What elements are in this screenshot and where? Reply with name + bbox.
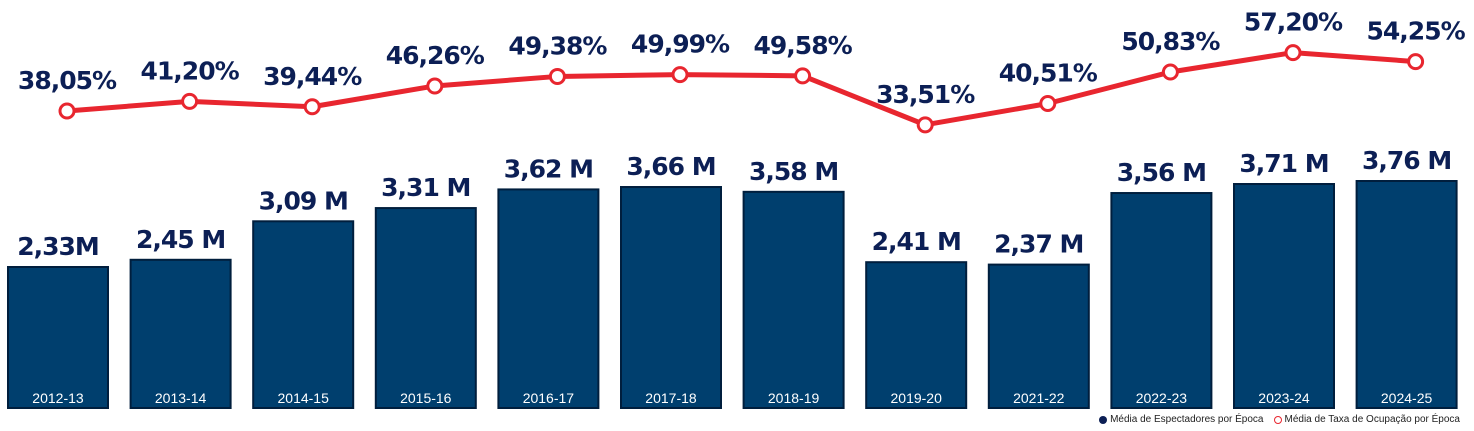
bar-2018-19 <box>742 190 845 409</box>
line-point-2018-19 <box>794 67 812 85</box>
category-label: 2016-17 <box>523 390 575 406</box>
bar-2015-16 <box>374 207 477 409</box>
category-label: 2023-24 <box>1258 390 1310 406</box>
legend-hollow-dot-icon <box>1273 415 1282 424</box>
line-value-label: 50,83% <box>1121 27 1220 56</box>
line-value-label: 40,51% <box>999 58 1098 87</box>
line-value-label: 54,25% <box>1367 17 1466 46</box>
bar-2012-13 <box>7 266 109 409</box>
bar-value-label: 3,71 M <box>1239 149 1328 178</box>
line-value-label: 49,99% <box>631 30 730 59</box>
category-label: 2014-15 <box>278 390 330 406</box>
category-label: 2012-13 <box>32 390 84 406</box>
category-label: 2024-25 <box>1381 390 1433 406</box>
legend-label-spectators: Média de Espectadores por Época <box>1110 414 1264 425</box>
line-value-label: 46,26% <box>386 41 485 70</box>
legend: Média de Espectadores por Época Média de… <box>1099 414 1460 425</box>
bar-2021-22 <box>987 263 1090 409</box>
line-value-label: 49,38% <box>508 31 607 60</box>
line-point-2023-24 <box>1284 44 1302 62</box>
category-label: 2022-23 <box>1136 390 1188 406</box>
bar-2017-18 <box>620 186 722 409</box>
bar-value-label: 2,33M <box>17 232 99 261</box>
bar-value-label: 3,62 M <box>504 154 593 183</box>
bar-2014-15 <box>252 220 355 409</box>
line-point-2017-18 <box>671 66 689 84</box>
line-value-label: 41,20% <box>141 56 240 85</box>
line-point-2022-23 <box>1161 63 1179 81</box>
line-value-label: 57,20% <box>1244 8 1343 37</box>
bar-value-label: 3,56 M <box>1117 158 1206 187</box>
legend-item-occupancy: Média de Taxa de Ocupação por Época <box>1273 414 1461 425</box>
line-point-2015-16 <box>426 77 444 95</box>
category-label: 2015-16 <box>400 390 452 406</box>
line-point-2013-14 <box>181 92 199 110</box>
line-value-label: 39,44% <box>263 62 362 91</box>
bar-value-label: 3,31 M <box>381 173 470 202</box>
line-value-label: 33,51% <box>876 80 975 109</box>
line-point-2016-17 <box>548 67 566 85</box>
line-point-2019-20 <box>916 116 934 134</box>
category-label: 2017-18 <box>645 390 697 406</box>
line-point-2014-15 <box>303 98 321 116</box>
bar-2023-24 <box>1233 183 1335 409</box>
category-label: 2013-14 <box>155 390 207 406</box>
bar-value-label: 3,09 M <box>259 186 348 215</box>
line-point-2012-13 <box>58 102 76 120</box>
bar-value-label: 2,41 M <box>872 227 961 256</box>
bar-2022-23 <box>1110 192 1213 409</box>
category-label: 2019-20 <box>891 390 943 406</box>
category-label: 2021-22 <box>1013 390 1065 406</box>
bar-value-label: 2,45 M <box>136 225 225 254</box>
line-value-label: 38,05% <box>18 66 117 95</box>
bar-2024-25 <box>1355 180 1458 409</box>
legend-filled-dot-icon <box>1099 415 1108 424</box>
line-group: 38,05% 41,20% 39,44% 46,26% 49,38% 49,99% 49,5… <box>18 8 1467 134</box>
category-label: 2018-19 <box>768 390 820 406</box>
bar-value-label: 3,76 M <box>1362 146 1451 175</box>
bar-2013-14 <box>129 258 232 409</box>
bar-value-label: 3,58 M <box>749 157 838 186</box>
bar-value-label: 3,66 M <box>626 152 715 181</box>
line-point-2024-25 <box>1407 53 1425 71</box>
bar-value-label: 2,37 M <box>994 230 1083 259</box>
bars-group: 2,33M 2012-13 2,45 M 2013-14 3,09 M 2014-15 3,… <box>7 146 1458 409</box>
legend-label-occupancy: Média de Taxa de Ocupação por Época <box>1284 414 1461 425</box>
occupancy-line <box>66 50 1416 128</box>
bar-2019-20 <box>865 261 968 409</box>
line-point-2021-22 <box>1039 94 1057 112</box>
legend-item-spectators: Média de Espectadores por Época <box>1099 414 1264 425</box>
line-value-label: 49,58% <box>754 31 853 60</box>
bar-2016-17 <box>497 188 600 409</box>
